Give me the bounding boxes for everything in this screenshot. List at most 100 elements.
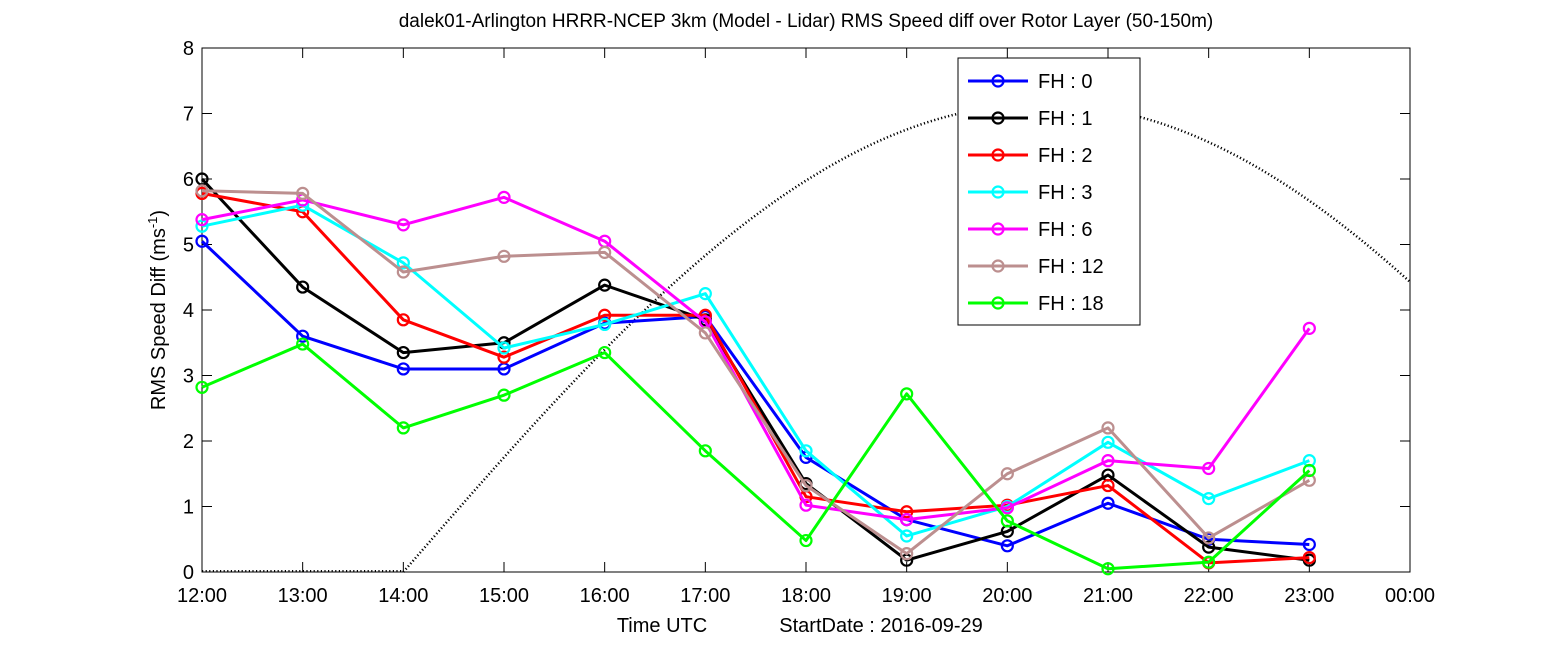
data-point [799,498,813,512]
data-point [195,380,209,394]
data-point [598,278,612,292]
data-point [799,478,813,493]
x-tick-label: 14:00 [378,585,428,607]
legend: FH : 0 FH : 1 FH : 2 FH : 3 FH : 6 FH : 12 FH … [957,57,1141,326]
series-line [201,189,1311,556]
data-point [1302,550,1316,565]
data-point [1202,531,1216,545]
x-tick-label: 12:00 [177,585,227,607]
y-axis-label-superscript: -1 [145,217,160,229]
sun-elevation-layer [202,102,1411,573]
series-6 [195,337,1316,576]
data-point [396,218,410,232]
series-5 [195,184,1316,561]
data-point [799,444,813,458]
data-point [900,547,914,561]
x-tick-label: 22:00 [1184,585,1234,607]
data-point [900,529,914,543]
data-point [497,190,511,204]
x-tick-label: 23:00 [1284,585,1334,607]
x-tick-label: 17:00 [680,585,730,607]
data-point [1101,435,1115,449]
data-point [195,184,209,198]
data-point [698,287,712,301]
data-point [1000,514,1014,528]
data-point [195,219,209,233]
data-point [900,512,914,527]
data-point [396,256,410,270]
series-line [201,195,1311,522]
legend-entry: FH : 18 [968,293,1104,315]
series-line [200,177,1310,562]
data-point [296,280,310,294]
legend-label: FH : 1 [1038,108,1092,130]
y-tick-label: 0 [183,562,194,584]
legend-label: FH : 6 [1038,219,1092,241]
data-point [396,421,410,435]
x-tick-label: 18:00 [781,585,831,607]
data-point [1000,467,1014,481]
data-point [1202,461,1216,476]
data-point [799,533,813,548]
data-point [1000,501,1014,515]
data-point [598,317,612,332]
data-point [1101,478,1115,493]
data-point [598,245,612,259]
data-point [497,249,511,263]
data-point [598,345,612,360]
y-axis-label-close: ) [148,210,170,217]
data-point [1302,537,1316,552]
legend-swatch-marker [991,296,1005,310]
data-point [1101,562,1115,576]
data-point [698,444,712,458]
legend-label: FH : 3 [1038,182,1092,204]
x-tick-label: 21:00 [1083,585,1133,607]
x-tick-label: 15:00 [479,585,529,607]
y-axis: 0 1 2 3 4 5 6 7 8 [183,38,1410,584]
data-point [396,265,410,279]
legend-swatch-marker [991,111,1005,125]
series-3 [195,198,1316,543]
x-tick-label: 00:00 [1385,585,1435,607]
y-tick-label: 5 [183,235,194,257]
x-axis-label: Time UTC [617,615,707,637]
y-tick-label: 1 [183,497,194,519]
legend-swatch-marker [991,74,1005,88]
y-axis-label-main: RMS Speed Diff (ms [148,228,170,410]
legend-label: FH : 12 [1038,256,1104,278]
legend-label: FH : 0 [1038,71,1092,93]
y-tick-label: 4 [183,300,194,322]
data-point [296,329,310,343]
data-point [1302,454,1316,468]
data-point [598,308,612,322]
x-axis-start-date: StartDate : 2016-09-29 [779,615,982,637]
data-point [698,326,712,340]
data-point [195,234,209,248]
legend-label: FH : 18 [1038,293,1104,315]
series-line [201,203,1310,538]
data-point [1101,496,1115,510]
data-point [396,345,410,360]
data-point [900,505,914,519]
legend-swatch-marker [991,222,1005,236]
data-point [497,341,511,355]
x-tick-label: 19:00 [882,585,932,607]
data-point [497,350,511,364]
legend-entry: FH : 6 [968,219,1092,241]
legend-entry: FH : 3 [968,182,1092,204]
data-point [497,388,511,402]
data-point [1202,492,1216,506]
data-point [1202,540,1216,554]
data-point [396,362,410,376]
legend-swatch-marker [991,148,1005,162]
y-tick-label: 8 [183,38,194,60]
legend-swatch-marker [991,259,1005,273]
x-tick-label: 13:00 [278,585,328,607]
legend-entry: FH : 0 [968,71,1092,93]
data-point [296,337,310,351]
y-tick-label: 6 [183,169,194,191]
y-tick-label: 2 [183,431,194,453]
legend-entry: FH : 1 [968,108,1092,130]
